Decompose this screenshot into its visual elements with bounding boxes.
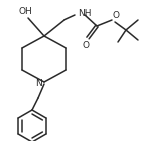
Text: O: O — [83, 40, 90, 49]
Text: N: N — [35, 79, 42, 88]
Text: NH: NH — [78, 9, 91, 18]
Text: O: O — [112, 12, 120, 20]
Text: OH: OH — [18, 6, 32, 16]
